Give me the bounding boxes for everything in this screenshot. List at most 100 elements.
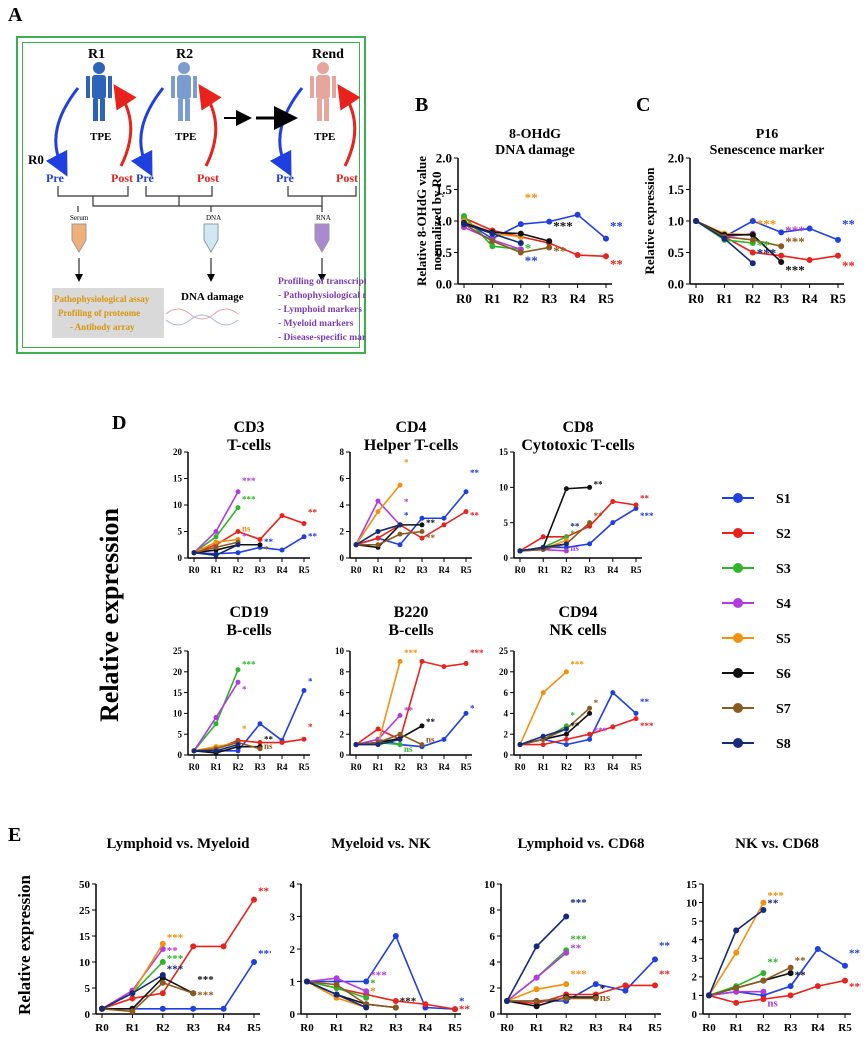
data-point-s2 (441, 664, 447, 670)
series-line-s2 (506, 984, 655, 1005)
legend-label-s2: S2 (776, 527, 791, 542)
data-point-s1 (441, 515, 447, 521)
significance-label: *** (553, 218, 573, 233)
x-tick-label: R1 (126, 1022, 139, 1034)
data-point-s1 (563, 742, 569, 748)
data-point-s1 (257, 721, 263, 727)
data-point-s2 (652, 982, 658, 989)
series-line-s7 (463, 223, 550, 254)
data-point-s8 (363, 1004, 370, 1011)
significance-label: * (600, 983, 606, 995)
data-point-s1 (587, 736, 593, 742)
x-tick-label: R0 (500, 1022, 514, 1034)
data-point-s5 (397, 658, 403, 664)
y-tick-label: 0.5 (436, 245, 453, 260)
x-tick-label: R1 (373, 762, 384, 772)
significance-label: *** (197, 989, 214, 1001)
data-point-s2 (392, 998, 399, 1004)
y-tick-label: 5 (178, 729, 183, 739)
significance-label: ** (767, 957, 779, 969)
y-tick-label: 3 (290, 911, 296, 923)
serum-tube-icon (71, 223, 87, 253)
significance-label: * (370, 986, 376, 998)
x-tick-label: R1 (729, 1022, 742, 1034)
significance-label: * (470, 703, 475, 713)
significance-label: *** (197, 974, 214, 986)
data-point-s4 (235, 489, 241, 495)
y-tick-label: 6 (340, 688, 345, 698)
series-line-s7 (306, 980, 396, 1009)
significance-label: * (264, 545, 269, 555)
y-tick-label: 10 (335, 646, 345, 656)
significance-label: *** (757, 217, 777, 232)
legend-marker-s2 (733, 528, 743, 538)
x-tick-label: R2 (745, 291, 761, 306)
data-point-s4 (235, 679, 241, 685)
y-tick-label: 0 (178, 750, 183, 760)
significance-label: * (242, 724, 247, 734)
panel-e-ylabel: Relative expression (15, 875, 34, 1015)
rna-box-line: - Lymphoid markers (278, 305, 362, 315)
significance-label: * (404, 510, 409, 520)
significance-label: ** (849, 947, 861, 959)
data-point-s8 (353, 742, 359, 748)
y-tick-label: 15 (173, 688, 183, 698)
x-tick-label: R4 (619, 1022, 633, 1034)
data-point-s8 (191, 550, 197, 556)
data-point-s6 (546, 238, 553, 245)
x-tick-label: R2 (561, 565, 572, 575)
data-point-s2 (235, 529, 241, 534)
data-point-s8 (461, 221, 467, 228)
chart-title: Cytotoxic T-cells (521, 437, 634, 454)
significance-label: ** (404, 705, 414, 715)
data-point-s6 (587, 484, 593, 490)
x-tick-label: R5 (448, 1022, 462, 1034)
r0-label: R0 (28, 152, 44, 167)
series-line-s7 (519, 522, 591, 552)
y-tick-label: 0 (692, 1009, 698, 1021)
dna-tube-icon (203, 223, 219, 253)
x-tick-label: R2 (561, 762, 572, 772)
data-point-s7 (397, 531, 403, 537)
data-point-s6 (587, 710, 593, 716)
x-tick-label: R0 (702, 1022, 716, 1034)
y-tick-label: 20 (173, 667, 183, 677)
significance-label: *** (570, 660, 584, 670)
significance-label: *** (842, 217, 854, 232)
data-point-s1 (251, 959, 257, 965)
significance-label: ** (570, 522, 580, 532)
significance-label: *** (167, 953, 184, 965)
data-point-s2 (587, 523, 593, 529)
x-tick-label: R5 (247, 1022, 261, 1034)
y-tick-label: 3 (692, 953, 698, 965)
significance-label: ** (308, 531, 318, 541)
data-point-s1 (587, 541, 593, 547)
data-point-s8 (749, 260, 756, 267)
data-point-s6 (257, 542, 263, 548)
data-point-s6 (563, 486, 569, 492)
y-tick-label: 0.0 (436, 277, 452, 292)
significance-label: ** (525, 253, 538, 268)
chart-title: CD4 (395, 419, 426, 436)
series-line-s6 (463, 222, 550, 242)
series-line-s2 (355, 660, 467, 746)
data-point-s7 (333, 981, 340, 988)
x-tick-label: R2 (156, 1022, 170, 1034)
data-point-s1 (517, 221, 524, 228)
dna-label: DNA (206, 214, 221, 222)
significance-label: * (404, 497, 409, 507)
series-line-s7 (708, 966, 791, 997)
data-point-s7 (587, 520, 593, 526)
y-tick-label: 1.5 (668, 182, 685, 197)
data-point-s1 (220, 1005, 227, 1012)
panel-d-ylabel: Relative expression (95, 508, 124, 722)
significance-label: *** (785, 234, 805, 249)
significance-label: ** (659, 940, 671, 952)
data-point-s1 (235, 748, 241, 754)
data-point-s4 (760, 988, 767, 995)
data-point-s1 (603, 235, 609, 242)
y-tick-label: 4 (692, 935, 698, 947)
series-line-s7 (507, 997, 596, 1002)
